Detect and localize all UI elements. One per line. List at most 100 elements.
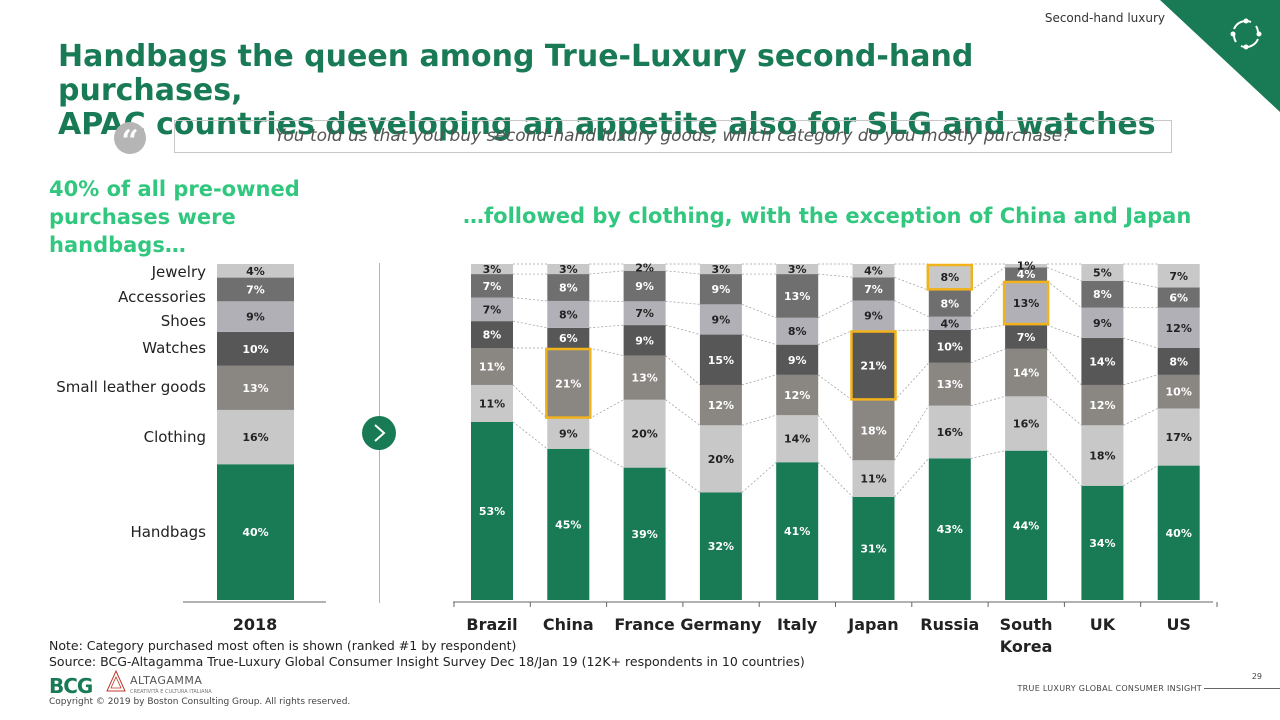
country-us-bar-shoes <box>1157 307 1200 348</box>
connector-line <box>665 270 700 275</box>
connector-line <box>970 348 1006 364</box>
overall-2018-bar-shoes <box>217 301 294 332</box>
country-south-korea-data-label-small-leather-goods: 14% <box>1013 367 1039 380</box>
x-tick-label-china: China <box>543 615 594 634</box>
connector-line <box>741 461 777 493</box>
overall-2018-data-label-accessories: 7% <box>246 283 265 296</box>
footer-rule <box>1204 688 1280 689</box>
country-brazil-data-label-shoes: 7% <box>483 303 502 316</box>
connector-line <box>589 324 624 329</box>
x-tick-label-japan: Japan <box>847 615 898 634</box>
country-brazil-data-label-jewelry: 3% <box>483 263 502 276</box>
altagamma-tagline: CREATIVITÀ E CULTURA ITALIANA <box>130 689 212 695</box>
country-russia-data-label-small-leather-goods: 13% <box>937 378 963 391</box>
altagamma-logo-icon <box>106 670 126 692</box>
country-germany-bar-clothing <box>699 425 742 493</box>
country-france-data-label-watches: 9% <box>635 334 654 347</box>
country-brazil-bar-small-leather-goods <box>471 348 513 385</box>
left-heading: 40% of all pre-owned purchases were hand… <box>49 175 379 259</box>
connector-line <box>970 280 1006 317</box>
country-uk-data-label-small-leather-goods: 12% <box>1089 399 1115 412</box>
country-france-data-label-shoes: 7% <box>635 307 654 320</box>
connector-line <box>665 324 700 335</box>
country-russia-data-label-accessories: 8% <box>940 298 959 311</box>
country-china-data-label-watches: 6% <box>559 332 578 345</box>
country-china-bar-small-leather-goods <box>547 348 590 419</box>
connector-line <box>512 384 548 419</box>
country-russia-data-label-watches: 10% <box>937 340 963 353</box>
connector-line <box>817 414 853 461</box>
country-us-bar-handbags <box>1157 465 1200 600</box>
country-brazil-data-label-handbags: 53% <box>479 505 505 518</box>
country-italy-bar-small-leather-goods <box>776 374 819 416</box>
country-france-bar-shoes <box>623 301 666 326</box>
country-russia-bar-clothing <box>928 405 971 459</box>
country-china-data-label-jewelry: 3% <box>559 263 578 276</box>
title-line-1: Handbags the queen among True-Luxury sec… <box>58 39 974 108</box>
x-tick-label-brazil: Brazil <box>466 615 517 634</box>
country-germany-data-label-clothing: 20% <box>708 453 734 466</box>
country-brazil-bar-accessories <box>471 274 513 298</box>
category-label-accessories: Accessories <box>118 288 206 306</box>
country-south-korea-bar-handbags <box>1005 450 1048 600</box>
copyright: Copyright © 2019 by Boston Consulting Gr… <box>49 697 351 707</box>
country-china-data-label-shoes: 8% <box>559 308 578 321</box>
connector-line <box>1046 450 1082 487</box>
country-japan-bar-watches <box>852 330 895 401</box>
overall-2018-data-label-handbags: 40% <box>242 526 268 539</box>
left-heading-line-2: purchases were handbags… <box>49 205 236 257</box>
country-uk-bar-watches <box>1081 337 1124 385</box>
country-italy-data-label-accessories: 13% <box>784 290 810 303</box>
country-russia-bar-small-leather-goods <box>928 362 971 406</box>
country-france-bar-jewelry <box>623 264 666 271</box>
connector-line <box>665 355 701 386</box>
connector-line <box>1123 408 1158 426</box>
country-china-data-label-handbags: 45% <box>555 518 581 531</box>
page-title: Handbags the queen among True-Luxury sec… <box>58 40 1158 142</box>
country-south-korea-bar-watches <box>1005 325 1048 349</box>
country-russia-data-label-jewelry: 8% <box>940 271 959 284</box>
highlight-box-russia <box>926 263 974 291</box>
country-japan-bar-handbags <box>852 496 895 600</box>
category-label-clothing: Clothing <box>143 428 206 446</box>
country-south-korea-data-label-clothing: 16% <box>1013 418 1039 431</box>
report-name: TRUE LUXURY GLOBAL CONSUMER INSIGHT <box>1017 684 1202 693</box>
overall-2018-bar-clothing <box>217 409 294 465</box>
x-tick-label-uk: UK <box>1090 615 1116 634</box>
country-france-data-label-handbags: 39% <box>631 528 657 541</box>
country-japan-bar-accessories <box>852 277 895 301</box>
country-germany-bar-watches <box>699 334 742 385</box>
country-brazil-data-label-watches: 8% <box>483 329 502 342</box>
country-china-data-label-small-leather-goods: 21% <box>555 377 581 390</box>
country-japan-data-label-jewelry: 4% <box>864 265 883 278</box>
connector-line <box>1123 337 1158 349</box>
country-italy-bar-handbags <box>776 462 819 600</box>
country-uk-bar-shoes <box>1081 307 1124 338</box>
overall-2018-bar-watches <box>217 331 294 366</box>
country-china-bar-handbags <box>547 448 590 600</box>
country-japan-data-label-small-leather-goods: 18% <box>860 424 886 437</box>
country-brazil-bar-jewelry <box>471 264 513 275</box>
connector-line <box>741 414 777 426</box>
connector-line <box>818 273 853 278</box>
country-russia-bar-handbags <box>928 458 971 600</box>
country-russia-bar-accessories <box>928 290 971 317</box>
country-us-data-label-clothing: 17% <box>1166 431 1192 444</box>
country-china-data-label-clothing: 9% <box>559 428 578 441</box>
country-japan-data-label-watches: 21% <box>860 359 886 372</box>
country-italy-data-label-shoes: 8% <box>788 325 807 338</box>
connector-line <box>970 450 1006 459</box>
overall-2018-data-label-small-leather-goods: 13% <box>242 382 268 395</box>
connector-line <box>665 399 701 426</box>
connector-line <box>1123 280 1158 288</box>
connector-line <box>818 330 853 345</box>
country-france-data-label-clothing: 20% <box>631 428 657 441</box>
section-label: Second-hand luxury <box>1044 11 1165 25</box>
connector-line <box>665 300 700 305</box>
country-south-korea-data-label-shoes: 13% <box>1013 297 1039 310</box>
question-box: You told us that you buy second-hand lux… <box>174 120 1172 153</box>
country-italy-data-label-small-leather-goods: 12% <box>784 389 810 402</box>
overall-2018-bar-jewelry <box>217 264 294 278</box>
quote-icon: “ <box>114 122 146 159</box>
